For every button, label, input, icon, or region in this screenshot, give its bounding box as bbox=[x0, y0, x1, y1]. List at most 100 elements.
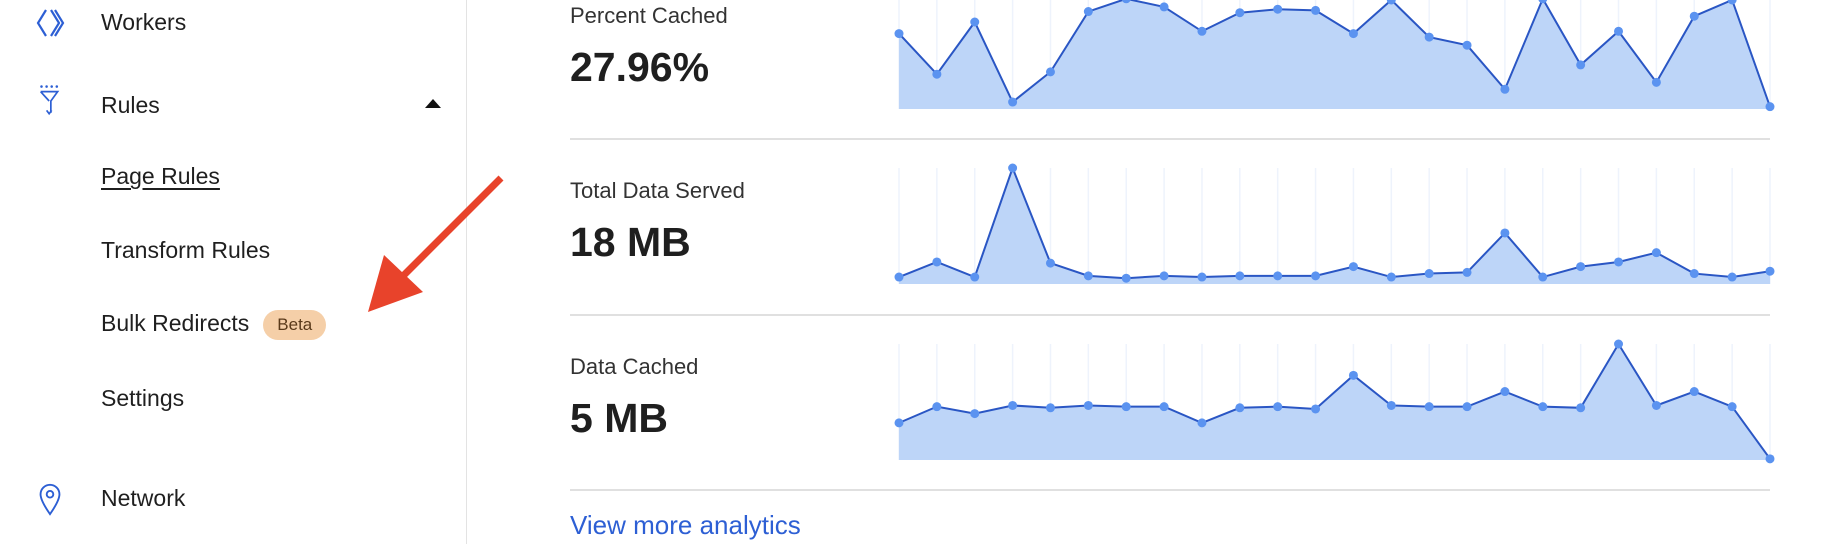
sidebar-item-bulk-redirects[interactable]: Bulk Redirects Beta bbox=[101, 310, 327, 340]
data-point[interactable] bbox=[1424, 32, 1434, 42]
data-point[interactable] bbox=[1197, 272, 1207, 282]
data-point[interactable] bbox=[1576, 262, 1586, 272]
chart-2 bbox=[894, 339, 1775, 464]
data-point[interactable] bbox=[1197, 418, 1207, 428]
data-point[interactable] bbox=[1008, 163, 1018, 173]
data-point[interactable] bbox=[1500, 387, 1510, 397]
data-point[interactable] bbox=[1008, 97, 1018, 107]
data-point[interactable] bbox=[894, 29, 904, 39]
data-point[interactable] bbox=[1273, 271, 1283, 281]
sidebar-item-workers[interactable]: Workers bbox=[101, 9, 187, 35]
data-point[interactable] bbox=[1689, 11, 1699, 21]
data-point[interactable] bbox=[1500, 228, 1510, 238]
sidebar-item-settings[interactable]: Settings bbox=[101, 385, 185, 411]
data-point[interactable] bbox=[1614, 26, 1624, 36]
data-point[interactable] bbox=[1197, 26, 1207, 36]
metric-value-total-data-served: 18 MB bbox=[570, 219, 691, 265]
collapse-caret-icon[interactable] bbox=[425, 99, 441, 108]
data-point[interactable] bbox=[894, 272, 904, 282]
data-point[interactable] bbox=[1083, 7, 1093, 17]
data-point[interactable] bbox=[1348, 262, 1358, 272]
data-point[interactable] bbox=[1045, 403, 1055, 413]
data-point[interactable] bbox=[1538, 272, 1548, 282]
data-point[interactable] bbox=[1235, 271, 1245, 281]
sidebar-item-rules[interactable]: Rules bbox=[101, 92, 160, 118]
data-point[interactable] bbox=[932, 69, 942, 79]
data-point[interactable] bbox=[1765, 454, 1775, 464]
data-point[interactable] bbox=[1614, 339, 1624, 349]
data-point[interactable] bbox=[1159, 402, 1169, 412]
sidebar-item-transform-rules[interactable]: Transform Rules bbox=[101, 237, 271, 263]
data-point[interactable] bbox=[1045, 67, 1055, 77]
data-point[interactable] bbox=[1311, 404, 1321, 414]
data-point[interactable] bbox=[1462, 40, 1472, 50]
data-point[interactable] bbox=[1727, 402, 1737, 412]
data-point[interactable] bbox=[1083, 400, 1093, 410]
sidebar-item-page-rules[interactable]: Page Rules bbox=[101, 163, 220, 189]
data-point[interactable] bbox=[1311, 271, 1321, 281]
data-point[interactable] bbox=[1689, 269, 1699, 279]
data-point[interactable] bbox=[1424, 402, 1434, 412]
data-point[interactable] bbox=[1651, 248, 1661, 258]
data-point[interactable] bbox=[1311, 5, 1321, 15]
sidebar-item-network[interactable]: Network bbox=[101, 485, 186, 511]
data-point[interactable] bbox=[1576, 403, 1586, 413]
data-point[interactable] bbox=[1121, 402, 1131, 412]
metric-label-percent-cached: Percent Cached bbox=[570, 3, 728, 28]
series-line bbox=[898, 0, 1771, 108]
data-point[interactable] bbox=[1462, 402, 1472, 412]
data-point[interactable] bbox=[1538, 0, 1548, 4]
data-point[interactable] bbox=[1727, 272, 1737, 282]
data-point[interactable] bbox=[1386, 400, 1396, 410]
sidebar: Workers Rules Page Rules Transform Rules… bbox=[0, 0, 467, 544]
data-point[interactable] bbox=[1651, 400, 1661, 410]
data-point[interactable] bbox=[1083, 271, 1093, 281]
data-point[interactable] bbox=[1538, 402, 1548, 412]
metric-value-data-cached: 5 MB bbox=[570, 395, 668, 441]
series-line bbox=[898, 342, 1771, 460]
data-point[interactable] bbox=[1462, 267, 1472, 277]
data-point[interactable] bbox=[932, 402, 942, 412]
data-point[interactable] bbox=[1008, 400, 1018, 410]
metric-label-total-data-served: Total Data Served bbox=[570, 178, 745, 203]
view-more-analytics-link[interactable]: View more analytics bbox=[570, 510, 801, 540]
data-point[interactable] bbox=[1727, 0, 1737, 5]
data-point[interactable] bbox=[1651, 77, 1661, 87]
data-point[interactable] bbox=[1689, 387, 1699, 397]
workers-icon bbox=[36, 9, 65, 37]
divider bbox=[570, 138, 1770, 140]
data-point[interactable] bbox=[1273, 4, 1283, 14]
metric-label-data-cached: Data Cached bbox=[570, 354, 699, 379]
data-point[interactable] bbox=[970, 17, 980, 27]
rules-funnel-icon bbox=[40, 85, 60, 116]
data-point[interactable] bbox=[1424, 269, 1434, 279]
data-point[interactable] bbox=[1121, 273, 1131, 283]
data-point[interactable] bbox=[1121, 0, 1131, 4]
metric-value-percent-cached: 27.96% bbox=[570, 44, 710, 90]
data-point[interactable] bbox=[970, 409, 980, 419]
data-point[interactable] bbox=[1765, 102, 1775, 112]
data-point[interactable] bbox=[1235, 403, 1245, 413]
data-point[interactable] bbox=[1159, 271, 1169, 281]
data-point[interactable] bbox=[1348, 29, 1358, 39]
data-point[interactable] bbox=[1273, 402, 1283, 412]
area-fill bbox=[899, 344, 1770, 460]
data-point[interactable] bbox=[970, 272, 980, 282]
data-point[interactable] bbox=[1614, 257, 1624, 267]
data-point[interactable] bbox=[1348, 370, 1358, 380]
data-point[interactable] bbox=[1576, 60, 1586, 70]
data-point[interactable] bbox=[1386, 0, 1396, 5]
data-point[interactable] bbox=[1386, 272, 1396, 282]
data-point[interactable] bbox=[1159, 2, 1169, 12]
data-point[interactable] bbox=[932, 257, 942, 267]
data-point[interactable] bbox=[1045, 258, 1055, 268]
beta-badge: Beta bbox=[263, 310, 327, 340]
data-point[interactable] bbox=[1235, 8, 1245, 18]
divider bbox=[570, 314, 1770, 316]
data-point[interactable] bbox=[1500, 84, 1510, 94]
area-fill bbox=[899, 168, 1770, 284]
data-point[interactable] bbox=[1765, 266, 1775, 276]
data-point[interactable] bbox=[894, 418, 904, 428]
